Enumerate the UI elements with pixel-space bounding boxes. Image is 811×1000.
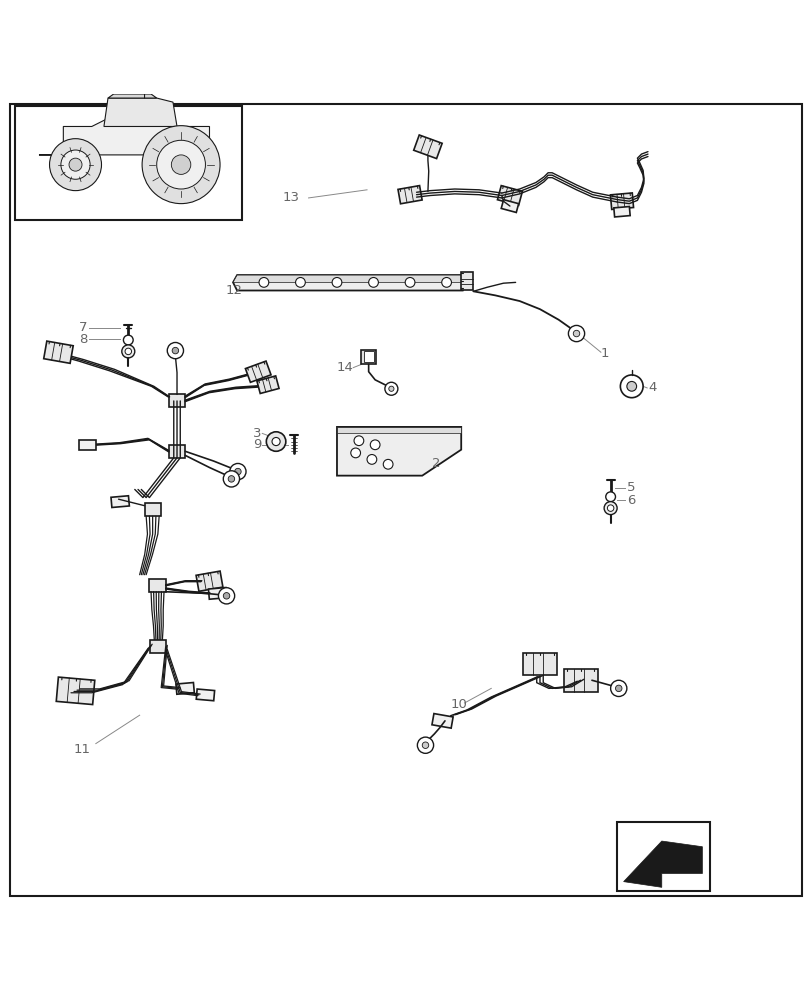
Circle shape [332,278,341,287]
Circle shape [49,139,101,191]
Circle shape [384,382,397,395]
Polygon shape [176,683,194,694]
Polygon shape [610,193,633,209]
Bar [363,351,373,362]
Circle shape [171,155,191,174]
Circle shape [350,448,360,458]
Bar [15,106,242,220]
Circle shape [167,342,183,359]
Text: 14: 14 [337,361,354,374]
Circle shape [230,463,246,480]
Polygon shape [461,272,472,290]
Circle shape [568,325,584,342]
Circle shape [405,278,414,287]
Bar [149,579,165,592]
Text: 3: 3 [253,427,261,440]
Circle shape [417,737,433,753]
Circle shape [218,588,234,604]
Circle shape [626,381,636,391]
Circle shape [123,335,133,345]
Circle shape [573,330,579,337]
Polygon shape [397,186,422,204]
Circle shape [157,140,205,189]
Polygon shape [337,427,461,476]
Polygon shape [208,588,226,599]
Circle shape [122,345,135,358]
Polygon shape [44,341,73,363]
Text: 6: 6 [626,493,634,506]
Polygon shape [233,275,466,291]
Polygon shape [39,114,209,155]
Circle shape [272,437,280,446]
Circle shape [615,685,621,692]
Circle shape [223,471,239,487]
Circle shape [228,476,234,482]
Bar [144,503,161,516]
Text: 5: 5 [626,481,634,494]
Bar [169,394,185,407]
Polygon shape [195,571,223,591]
Text: 11: 11 [73,743,90,756]
Circle shape [620,375,642,398]
Polygon shape [337,427,461,433]
Circle shape [607,505,613,511]
Bar [616,822,710,891]
Text: 7: 7 [79,321,88,334]
Polygon shape [111,496,129,507]
Circle shape [61,150,90,179]
Polygon shape [413,135,442,159]
Polygon shape [623,841,702,887]
Polygon shape [522,653,556,675]
Circle shape [259,278,268,287]
Text: 13: 13 [282,191,299,204]
Circle shape [610,680,626,697]
Circle shape [422,742,428,748]
Polygon shape [613,207,629,217]
Polygon shape [431,714,453,728]
Text: 12: 12 [225,284,242,297]
Circle shape [605,492,615,502]
Polygon shape [79,440,97,450]
Circle shape [368,278,378,287]
Circle shape [383,459,393,469]
Text: 4: 4 [647,381,655,394]
Circle shape [295,278,305,287]
Circle shape [234,468,241,475]
Polygon shape [245,361,271,382]
Bar [361,350,375,364]
Circle shape [125,348,131,355]
Polygon shape [563,669,597,692]
Text: 2: 2 [431,457,440,470]
Circle shape [142,126,220,204]
Circle shape [172,347,178,354]
Polygon shape [233,275,466,282]
Polygon shape [256,376,279,393]
Text: 10: 10 [450,698,467,711]
Bar [169,445,185,458]
Polygon shape [108,94,157,98]
Polygon shape [500,200,518,212]
Circle shape [441,278,451,287]
Circle shape [370,440,380,450]
Circle shape [223,593,230,599]
Text: 8: 8 [79,333,88,346]
Polygon shape [104,98,177,126]
Circle shape [69,158,82,171]
Circle shape [603,502,616,515]
Circle shape [367,455,376,464]
Circle shape [388,386,393,391]
Polygon shape [497,186,521,205]
Text: 9: 9 [253,438,261,451]
Circle shape [266,432,285,451]
Circle shape [354,436,363,446]
Polygon shape [196,689,214,701]
Bar [150,640,166,653]
Text: 1: 1 [600,347,608,360]
Polygon shape [56,677,95,705]
